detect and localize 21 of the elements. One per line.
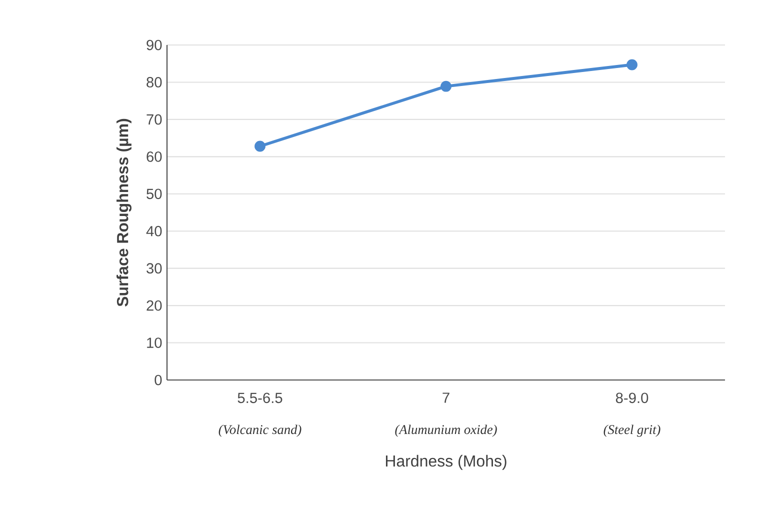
y-tick-label: 70	[146, 114, 162, 125]
point	[626, 59, 638, 70]
text: (Steel grit)	[604, 424, 660, 437]
text: (Volcanic sand)	[218, 424, 302, 437]
x-tick-label: 5.5-6.5	[238, 392, 282, 404]
y-tick-label: 60	[146, 151, 162, 162]
y-tick-label: 20	[146, 300, 162, 311]
text: (Alumunium oxide)	[395, 424, 497, 437]
x-tick-label: 7	[442, 392, 450, 403]
point	[440, 80, 452, 92]
y-tick-label: 80	[146, 77, 162, 88]
y-tick-label: 0	[154, 374, 162, 386]
x-axis-title: Hardness (Mohs)	[386, 454, 506, 470]
y-axis-title: Surface Roughness (µm)	[116, 118, 132, 306]
y-tick-label: 90	[146, 40, 162, 50]
y-tick-label: 50	[146, 188, 162, 200]
x-tick-label: 8-9.0	[616, 392, 648, 404]
y-tick-label: 30	[146, 263, 162, 274]
point	[254, 140, 266, 152]
y-tick-label: 40	[146, 226, 162, 236]
y-tick-label: 10	[147, 338, 162, 348]
